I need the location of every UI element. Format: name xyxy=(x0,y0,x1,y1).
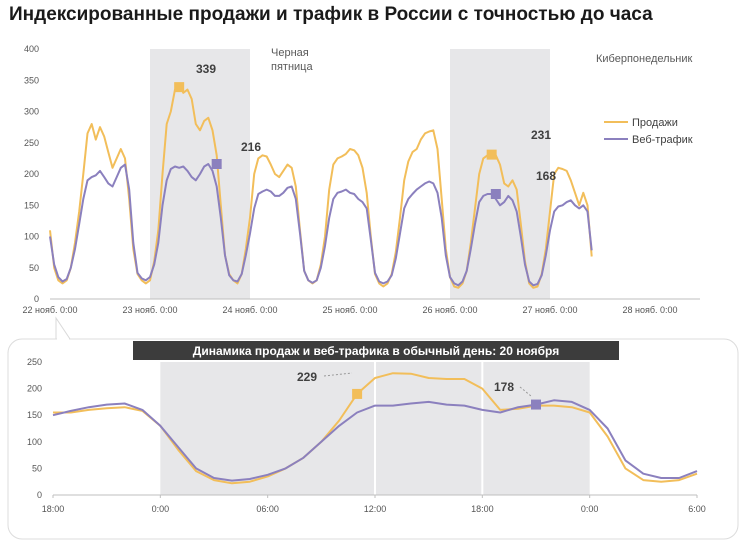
main-xtick-0: 22 нояб. 0:00 xyxy=(22,305,77,315)
black-friday-line-2: пятница xyxy=(271,61,313,73)
inset-marker-0 xyxy=(352,388,363,399)
inset-markers xyxy=(352,388,541,410)
inset-callout xyxy=(55,316,71,340)
black-friday-line-1: Черная xyxy=(271,47,309,59)
data-label-sales-bf: 339 xyxy=(196,62,216,76)
main-ytick-400: 400 xyxy=(24,44,39,54)
main-marker-0 xyxy=(174,82,185,93)
inset-xtick-2: 06:00 xyxy=(256,504,279,514)
inset-xtick-0: 18:00 xyxy=(42,504,65,514)
main-line-traffic xyxy=(49,163,593,287)
inset-y-axis: 0 50 100 150 200 250 xyxy=(27,357,42,500)
inset-xtick-6: 6:00 xyxy=(688,504,706,514)
data-label-traffic-cm: 168 xyxy=(536,169,556,183)
main-marker-2 xyxy=(486,149,497,160)
main-xtick-4: 26 нояб. 0:00 xyxy=(422,305,477,315)
inset-series-lines xyxy=(52,372,698,485)
main-xtick-1: 23 нояб. 0:00 xyxy=(122,305,177,315)
inset-xtick-1: 0:00 xyxy=(152,504,170,514)
main-shaded-ranges xyxy=(150,49,550,299)
inset-ytick-150: 150 xyxy=(27,410,42,420)
legend-sales-label: Продажи xyxy=(632,117,678,129)
data-label-sales-cm: 231 xyxy=(531,128,551,142)
main-shade-1 xyxy=(450,49,550,299)
main-ytick-0: 0 xyxy=(34,294,39,304)
inset-title-banner xyxy=(133,341,619,360)
inset-xtick-3: 12:00 xyxy=(364,504,387,514)
main-xtick-3: 25 нояб. 0:00 xyxy=(322,305,377,315)
inset-shaded-ranges xyxy=(160,362,590,495)
main-marker-1 xyxy=(211,159,222,169)
main-ytick-200: 200 xyxy=(24,169,39,179)
inset-title: Динамика продаж и веб-трафика в обычный … xyxy=(193,344,559,358)
legend-traffic-label: Веб-трафик xyxy=(632,134,693,146)
data-label-traffic-bf: 216 xyxy=(241,140,261,154)
legend: Продажи Веб-трафик xyxy=(604,117,693,146)
main-ytick-250: 250 xyxy=(24,138,39,148)
main-ytick-300: 300 xyxy=(24,107,39,117)
inset-label-traffic: 178 xyxy=(494,380,514,394)
main-x-axis: 22 нояб. 0:00 23 нояб. 0:00 24 нояб. 0:00 2… xyxy=(22,305,677,315)
main-xtick-2: 24 нояб. 0:00 xyxy=(222,305,277,315)
black-friday-label: Черная пятница xyxy=(271,47,313,73)
main-marker-3 xyxy=(490,189,501,199)
inset-line-traffic xyxy=(52,399,698,482)
main-xtick-6: 28 нояб. 0:00 xyxy=(622,305,677,315)
main-ytick-50: 50 xyxy=(29,263,39,273)
inset-x-axis: 18:00 0:00 06:00 12:00 18:00 0:00 6:00 xyxy=(42,495,706,514)
main-series-lines xyxy=(49,82,593,289)
inset-ytick-250: 250 xyxy=(27,357,42,367)
main-xtick-5: 27 нояб. 0:00 xyxy=(522,305,577,315)
main-y-axis: 0 50 100 150 200 250 300 350 400 xyxy=(24,44,39,304)
main-markers xyxy=(174,82,501,199)
inset-xtick-5: 0:00 xyxy=(581,504,599,514)
inset-xtick-4: 18:00 xyxy=(471,504,494,514)
cyber-monday-label: Киберпонедельник xyxy=(596,53,693,65)
main-ytick-100: 100 xyxy=(24,232,39,242)
inset-ytick-100: 100 xyxy=(27,437,42,447)
inset-label-sales: 229 xyxy=(297,370,317,384)
inset-ytick-50: 50 xyxy=(32,463,42,473)
inset-ytick-0: 0 xyxy=(37,490,42,500)
main-ytick-350: 350 xyxy=(24,75,39,85)
page-title: Индексированные продажи и трафик в Росси… xyxy=(9,4,653,25)
inset-ytick-200: 200 xyxy=(27,384,42,394)
inset-marker-1 xyxy=(531,399,541,410)
inset-leader-sales xyxy=(323,372,353,377)
main-ytick-150: 150 xyxy=(24,200,39,210)
